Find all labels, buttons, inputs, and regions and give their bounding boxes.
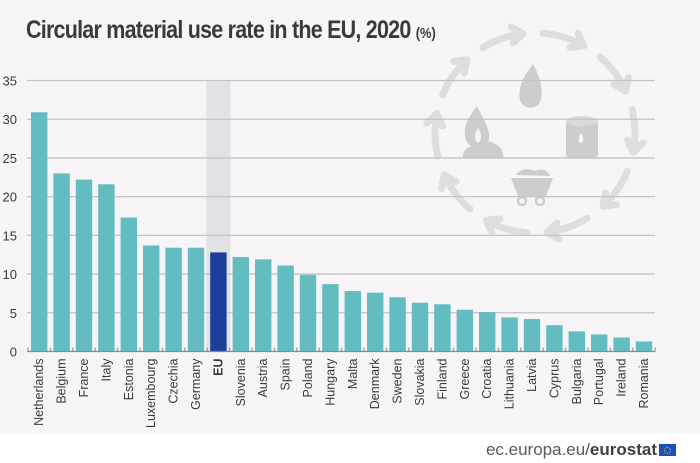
y-tick-label: 5 [10, 306, 17, 321]
y-tick-label: 15 [3, 228, 17, 243]
bar-belgium [53, 173, 70, 352]
x-category-label: Bulgaria [570, 358, 584, 404]
bar-latvia [523, 318, 541, 352]
eu-flag-icon [659, 444, 676, 456]
recycle-arrowhead-icon [438, 171, 460, 192]
x-axis [27, 347, 656, 353]
x-category-label: Belgium [55, 359, 69, 404]
x-category-label: Spain [279, 358, 293, 390]
source-footer: ec.europa.eu/eurostat [486, 440, 676, 460]
leaf-drop-icon [519, 64, 542, 108]
bar-eu [210, 252, 227, 352]
chart-title: Circular material use rate in the EU, 20… [26, 16, 436, 45]
bar-finland [434, 304, 451, 352]
x-category-label: Luxembourg [144, 358, 158, 428]
y-tick-label: 20 [3, 190, 17, 205]
x-category-label: Lithuania [503, 358, 517, 409]
bar-slovakia [411, 302, 429, 352]
recycle-arrow-segment [439, 57, 470, 99]
x-category-label: Latvia [525, 358, 539, 391]
bar-czechia [165, 247, 182, 352]
recycle-arrowhead-icon [423, 110, 447, 130]
recycle-arrow-segment [600, 167, 631, 209]
chart-title-text: Circular material use rate in the EU, 20… [26, 16, 411, 44]
bar-ireland [613, 337, 630, 352]
y-tick-label: 35 [3, 74, 17, 89]
recycle-arrowhead-icon [482, 215, 504, 237]
fire-coal-icon [462, 106, 504, 158]
x-category-label: Netherlands [32, 359, 46, 426]
recycle-arrowhead-icon [566, 29, 588, 51]
x-category-label: Portugal [592, 359, 606, 406]
bar-germany [187, 247, 205, 352]
bar-hungary [322, 284, 339, 352]
chart-canvas [0, 0, 700, 433]
y-tick-label: 0 [10, 345, 17, 360]
bar-bulgaria [568, 331, 585, 352]
recycle-arrowhead-icon [543, 219, 563, 243]
x-category-label: Hungary [323, 358, 337, 406]
recycle-arrowhead-icon [610, 74, 632, 95]
bar-spain [277, 265, 294, 352]
circular-economy-decoration [423, 23, 647, 243]
recycle-arrowhead-icon [623, 136, 647, 156]
x-category-label: Sweden [391, 358, 405, 403]
x-category-label: Greece [458, 358, 472, 399]
source-url-brand: eurostat [589, 440, 657, 459]
y-tick-label: 30 [3, 112, 17, 127]
x-category-label: Slovakia [413, 358, 427, 405]
x-category-label: Estonia [122, 358, 136, 400]
x-category-label: Finland [435, 358, 449, 399]
x-category-label: France [77, 358, 91, 397]
x-category-label: EU [211, 359, 225, 376]
x-axis-category-labels: Netherlands Belgium France Italy Estonia Luxe… [32, 358, 651, 428]
x-category-label: Italy [99, 358, 113, 382]
bar-poland [299, 274, 317, 352]
x-category-label: Ireland [615, 358, 629, 396]
ore-cart-icon [511, 169, 553, 207]
x-category-label: Romania [637, 358, 651, 408]
chart-title-unit: (%) [415, 25, 436, 42]
bar-denmark [367, 292, 384, 352]
x-category-label: Croatia [480, 358, 494, 398]
bar-romania [635, 341, 653, 352]
x-category-label: Denmark [368, 358, 382, 409]
bar-greece [456, 309, 473, 352]
bar-lithuania [501, 317, 518, 352]
x-category-label: Malta [346, 358, 360, 389]
bar-slovenia [232, 257, 249, 352]
bar-cyprus [546, 325, 563, 352]
source-url-prefix: ec.europa.eu/ [485, 440, 590, 459]
oil-barrel-icon [566, 116, 598, 158]
recycle-arrowhead-icon [507, 23, 527, 47]
x-category-label: Slovenia [234, 358, 248, 406]
bar-france [75, 179, 93, 352]
bar-netherlands [31, 112, 48, 352]
bar-croatia [479, 312, 496, 352]
y-tick-label: 10 [3, 267, 17, 282]
bar-malta [344, 291, 361, 352]
x-category-label: Poland [301, 358, 315, 397]
bar-italy [98, 184, 115, 352]
bar-chart: 0 5 10 15 20 25 30 35 Netherlands Belgium France I… [3, 23, 656, 428]
bar-portugal [591, 334, 608, 352]
x-category-label: Austria [256, 358, 270, 397]
x-category-label: Czechia [167, 358, 181, 403]
bar-luxembourg [143, 245, 160, 352]
recycle-arrowhead-icon [599, 189, 621, 210]
bar-estonia [120, 217, 137, 352]
y-tick-label: 25 [3, 151, 17, 166]
bar-austria [255, 259, 272, 352]
y-axis-tick-labels: 0 5 10 15 20 25 30 35 [3, 74, 17, 360]
x-category-label: Germany [189, 358, 203, 410]
bars [31, 112, 653, 352]
x-category-label: Cyprus [547, 359, 561, 399]
recycle-arrowhead-icon [449, 56, 471, 77]
bar-sweden [389, 297, 406, 352]
